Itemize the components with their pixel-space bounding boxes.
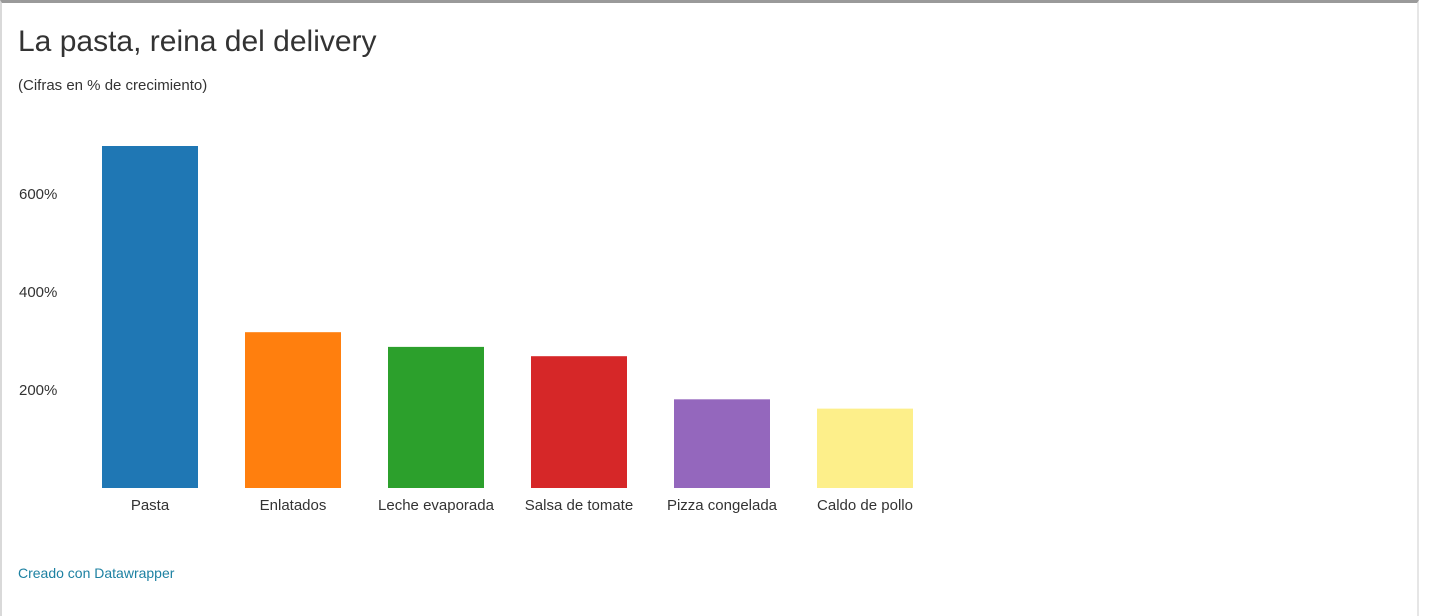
x-category-label: Pasta (131, 497, 170, 514)
chart-subtitle: (Cifras en % de crecimiento) (18, 77, 208, 94)
chart-title: La pasta, reina del delivery (18, 25, 377, 58)
x-category-label: Enlatados (260, 497, 327, 514)
bar-salsa-de-tomate[interactable] (531, 356, 627, 488)
y-tick-label: 400% (19, 284, 57, 301)
x-category-label: Leche evaporada (378, 497, 495, 514)
bar-leche-evaporada[interactable] (388, 346, 484, 488)
y-axis: 200% 400% 600% (19, 186, 57, 399)
bar-caldo-de-pollo[interactable] (817, 408, 913, 488)
x-category-label: Caldo de pollo (817, 497, 913, 514)
x-axis-labels: Pasta Enlatados Leche evaporada Salsa de to… (131, 497, 913, 514)
y-tick-label: 200% (19, 382, 57, 399)
y-tick-label: 600% (19, 186, 57, 203)
bar-enlatados[interactable] (245, 332, 341, 488)
x-category-label: Salsa de tomate (525, 497, 633, 514)
datawrapper-credit-link[interactable]: Creado con Datawrapper (18, 565, 175, 581)
x-category-label: Pizza congelada (667, 497, 778, 514)
bars-group (102, 146, 913, 488)
bar-pasta[interactable] (102, 146, 198, 488)
bar-pizza-congelada[interactable] (674, 399, 770, 488)
